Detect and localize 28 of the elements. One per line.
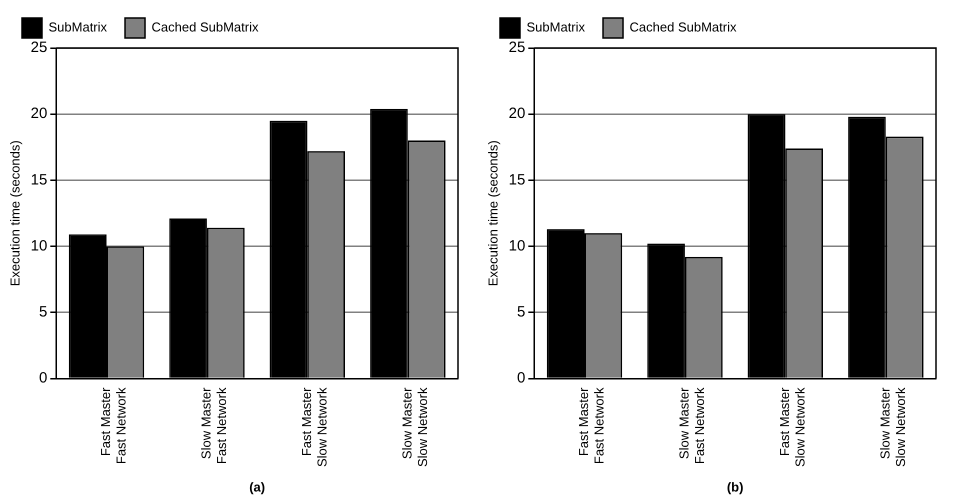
y-tick-label: 25 bbox=[508, 39, 526, 56]
y-tick-label: 10 bbox=[508, 237, 526, 254]
x-tick-label: Slow Master Fast Network bbox=[676, 386, 708, 464]
y-tick-label: 0 bbox=[516, 370, 526, 387]
text: (a) bbox=[249, 480, 266, 495]
y-tick-label: 10 bbox=[30, 237, 48, 254]
y-tick-label: 0 bbox=[38, 370, 48, 387]
legend-label: Cached SubMatrix bbox=[630, 20, 737, 35]
legend-label: Cached SubMatrix bbox=[152, 20, 259, 35]
y-tick-label: 15 bbox=[508, 171, 526, 188]
x-tick-label: Slow Master Fast Network bbox=[198, 386, 230, 464]
y-tick-label: 15 bbox=[30, 171, 48, 188]
y-tick-label: 20 bbox=[508, 105, 526, 122]
x-tick-label: Fast Master Slow Network bbox=[298, 386, 330, 467]
legend-label: SubMatrix bbox=[48, 20, 108, 35]
x-tick-label: Slow Master Slow Network bbox=[877, 386, 908, 467]
x-tick-label: Fast Master Fast Network bbox=[576, 386, 607, 464]
y-tick-label: 5 bbox=[516, 304, 526, 321]
x-tick-label: Slow Master Slow Network bbox=[399, 386, 430, 467]
y-tick-label: 5 bbox=[38, 304, 48, 321]
y-axis-title: Execution time (seconds) bbox=[7, 140, 22, 286]
legend-label: SubMatrix bbox=[526, 20, 586, 35]
y-tick-label: 25 bbox=[30, 39, 48, 56]
x-tick-label: Fast Master Fast Network bbox=[98, 386, 129, 464]
y-axis-title: Execution time (seconds) bbox=[485, 140, 500, 286]
text: (b) bbox=[726, 480, 744, 495]
x-tick-label: Fast Master Slow Network bbox=[776, 386, 808, 467]
y-tick-label: 20 bbox=[30, 105, 48, 122]
